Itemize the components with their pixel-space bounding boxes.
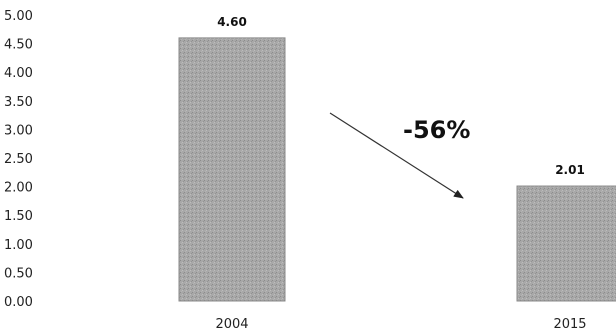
y-axis: 0.00 0.50 1.00 1.50 2.00 2.50 3.00 3.50 4.00 4.50…: [4, 9, 33, 310]
y-tick-label: 2.50: [4, 152, 33, 167]
data-label: 4.60: [217, 15, 247, 29]
change-annotation: -56%: [329, 112, 470, 199]
change-label: -56%: [403, 116, 470, 144]
bar-2015: [516, 185, 616, 302]
x-tick-label: 2015: [553, 317, 586, 331]
y-tick-label: 0.50: [4, 266, 33, 281]
x-tick-label: 2004: [215, 317, 248, 331]
y-tick-label: 0.00: [4, 295, 33, 310]
y-tick-label: 3.50: [4, 95, 33, 110]
data-label: 2.01: [555, 163, 585, 177]
y-tick-label: 4.50: [4, 38, 33, 53]
y-tick-label: 4.00: [4, 66, 33, 81]
bar-2004: [178, 37, 286, 302]
x-axis: 2004 2015: [215, 317, 586, 331]
change-arrow: [329, 112, 464, 199]
y-tick-label: 1.00: [4, 238, 33, 253]
y-tick-label: 5.00: [4, 9, 33, 24]
y-tick-label: 3.00: [4, 123, 33, 138]
y-tick-label: 2.00: [4, 181, 33, 196]
y-tick-label: 1.50: [4, 209, 33, 224]
bars: 4.60 2.01: [178, 15, 616, 302]
